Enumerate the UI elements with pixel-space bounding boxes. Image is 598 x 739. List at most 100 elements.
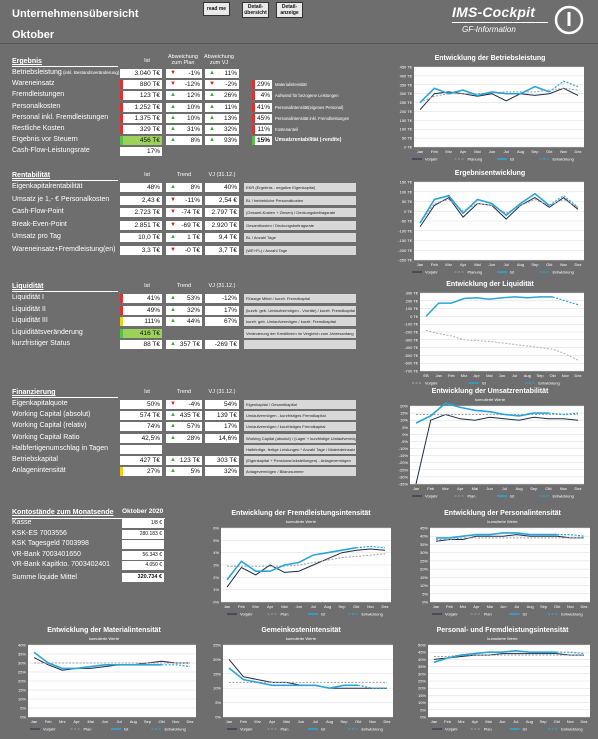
konto-value bbox=[122, 540, 164, 549]
y-tick-label: 1% bbox=[213, 587, 219, 592]
read-me-button[interactable]: read me bbox=[203, 2, 230, 16]
x-tick-label: Jul bbox=[313, 719, 318, 724]
y-tick-label: -15% bbox=[399, 453, 409, 458]
x-tick-label: Sep bbox=[540, 719, 548, 724]
ist-value: 111% bbox=[120, 317, 162, 327]
y-tick-label: 15% bbox=[420, 575, 428, 580]
x-tick-label: Jun bbox=[500, 604, 506, 609]
series-line-3 bbox=[548, 412, 579, 416]
trend-arrow-icon: ▲ bbox=[170, 468, 176, 475]
vj-value: 2.920 T€ bbox=[205, 220, 239, 230]
chart-materialintensitaet: Entwicklung der Materialintensität kumuli… bbox=[8, 627, 200, 737]
ist-value: 48% bbox=[120, 183, 162, 192]
x-tick-label: Okt bbox=[545, 486, 552, 491]
x-tick-label: Jul bbox=[311, 604, 316, 609]
power-icon bbox=[553, 4, 585, 36]
chart-title: Gemeinkostenintensität bbox=[261, 627, 341, 634]
x-tick-label: Okt bbox=[159, 719, 166, 724]
y-tick-label: 0% bbox=[402, 432, 408, 437]
y-tick-label: 0 T€ bbox=[404, 145, 413, 150]
x-tick-label: Jan bbox=[224, 604, 230, 609]
trend-arrow-icon: ▲ bbox=[170, 423, 176, 430]
y-tick-label: 10% bbox=[18, 697, 26, 702]
legend-label: Ist bbox=[510, 270, 515, 275]
series-line-2 bbox=[226, 546, 357, 581]
ist-value: 1.375 T€ bbox=[120, 113, 162, 123]
y-tick-label: -100 T€ bbox=[404, 322, 418, 327]
y-tick-label: -400 T€ bbox=[404, 345, 418, 350]
col-header-ist: Ist bbox=[144, 283, 150, 289]
vj-value: 3,7 T€ bbox=[205, 246, 239, 255]
x-tick-label: Jul bbox=[514, 604, 519, 609]
x-tick-label: Jan bbox=[31, 719, 37, 724]
ist-value: 41% bbox=[120, 294, 162, 303]
x-tick-label: Apr bbox=[474, 373, 481, 378]
x-tick-label: Nov bbox=[567, 719, 574, 724]
row-label: Cash-Flow-Leistungsrate bbox=[12, 147, 90, 154]
chart-svg: 6% 5% 4% 3% 2% 1% 0% Jan Feb Mrz Apr Mai Jun Jul Aug Se… bbox=[213, 526, 391, 617]
trend-arrow-icon: ▲ bbox=[170, 295, 176, 301]
x-tick-label: Okt bbox=[546, 149, 553, 154]
chart-svg: 20% 15% 10% 5% 0% -5% -10% -15% -20% -25% -30% -35%… bbox=[399, 402, 584, 499]
chart-svg: 25% 20% 15% 10% 5% 0% Jan Feb Mrz Apr Mai Jun Jul Aug… bbox=[213, 643, 393, 732]
y-tick-label: 15% bbox=[400, 411, 408, 416]
y-tick-label: 10% bbox=[213, 686, 221, 691]
legend-label: Planung bbox=[468, 270, 483, 275]
chart-subtitle: kumulierte Werte bbox=[487, 636, 518, 641]
ratio-value: 29% bbox=[252, 80, 272, 90]
x-tick-label: Aug bbox=[527, 604, 534, 609]
y-tick-label: 20% bbox=[213, 657, 221, 662]
trend-arrow-icon: ▲ bbox=[170, 184, 176, 190]
legend-label: Entwicklung bbox=[362, 612, 383, 617]
month-label: Oktober bbox=[12, 29, 55, 41]
legend-label: Plan bbox=[468, 494, 476, 499]
y-tick-label: 5% bbox=[213, 538, 219, 543]
row-label-text: Cash-Flow-Leistungsrate bbox=[12, 147, 90, 155]
plan-deviation: 8% ▲ bbox=[166, 136, 202, 146]
section-title-konto: Kontostände zum Monatsende bbox=[12, 509, 114, 516]
trend-value: -11% ▼ bbox=[166, 195, 202, 205]
vj-value: 17% bbox=[205, 422, 239, 432]
trend-value: -69 T€ ▼ bbox=[166, 220, 202, 230]
x-tick-label: Feb bbox=[444, 719, 452, 724]
detail-anzeige-button[interactable]: Detail- anzeige bbox=[276, 2, 303, 18]
trend-arrow-icon: ▼ bbox=[170, 401, 176, 407]
y-tick-label: 20% bbox=[418, 686, 426, 691]
ist-value: 49% bbox=[120, 305, 162, 315]
ratio-note: Personalintensität inkl. Fremdleistungen bbox=[275, 115, 350, 121]
formula-note: BL / betriebliche Personalkosten bbox=[244, 195, 356, 205]
ist-value: 329 T€ bbox=[120, 125, 162, 134]
header-separator bbox=[0, 43, 598, 44]
y-tick-label: -150 T€ bbox=[398, 238, 412, 243]
chart-subtitle: kumulierte Werte bbox=[474, 397, 506, 402]
trend-value: 53% ▲ bbox=[166, 294, 202, 303]
row-label: kurzfristiger Status bbox=[12, 340, 70, 348]
x-tick-label: Aug bbox=[517, 262, 524, 267]
y-tick-label: 20% bbox=[420, 567, 428, 572]
x-tick-label: Dez bbox=[186, 719, 193, 724]
trend-value: 435 T€ ▲ bbox=[166, 411, 202, 421]
trend-value: 44% ▲ bbox=[166, 317, 202, 327]
vj-deviation: 32% ▲ bbox=[205, 125, 239, 134]
x-tick-label: Jul bbox=[502, 486, 507, 491]
chart-personalintensitaet: Entwicklung der Personalintensität kumuli… bbox=[410, 510, 595, 622]
vj-value: -269 T€ bbox=[205, 340, 239, 350]
row-label: Anlagenintensität bbox=[12, 467, 66, 475]
series-line-2 bbox=[228, 667, 359, 690]
row-label: Cash-Flow-Point bbox=[12, 208, 64, 216]
y-tick-label: 250 T€ bbox=[400, 100, 413, 105]
y-tick-label: 0% bbox=[420, 715, 426, 720]
series-line-0 bbox=[415, 413, 579, 485]
ist-value: 3.040 T€ bbox=[120, 69, 162, 78]
y-tick-label: 30% bbox=[420, 550, 428, 555]
ratio-value: 4% bbox=[252, 91, 272, 101]
x-tick-label: Dez bbox=[574, 486, 581, 491]
x-tick-label: Feb bbox=[45, 719, 53, 724]
ist-value: 456 T€ bbox=[120, 136, 162, 146]
detail-uebersicht-button[interactable]: Detail- übersicht bbox=[242, 2, 269, 18]
konto-value: 56.343 € bbox=[122, 550, 164, 560]
trend-arrow-icon: ▲ bbox=[170, 114, 176, 121]
legend-label: Ist bbox=[510, 494, 515, 499]
x-tick-label: Sep bbox=[144, 719, 152, 724]
konto-sum-value: 320.734 € bbox=[122, 573, 164, 582]
